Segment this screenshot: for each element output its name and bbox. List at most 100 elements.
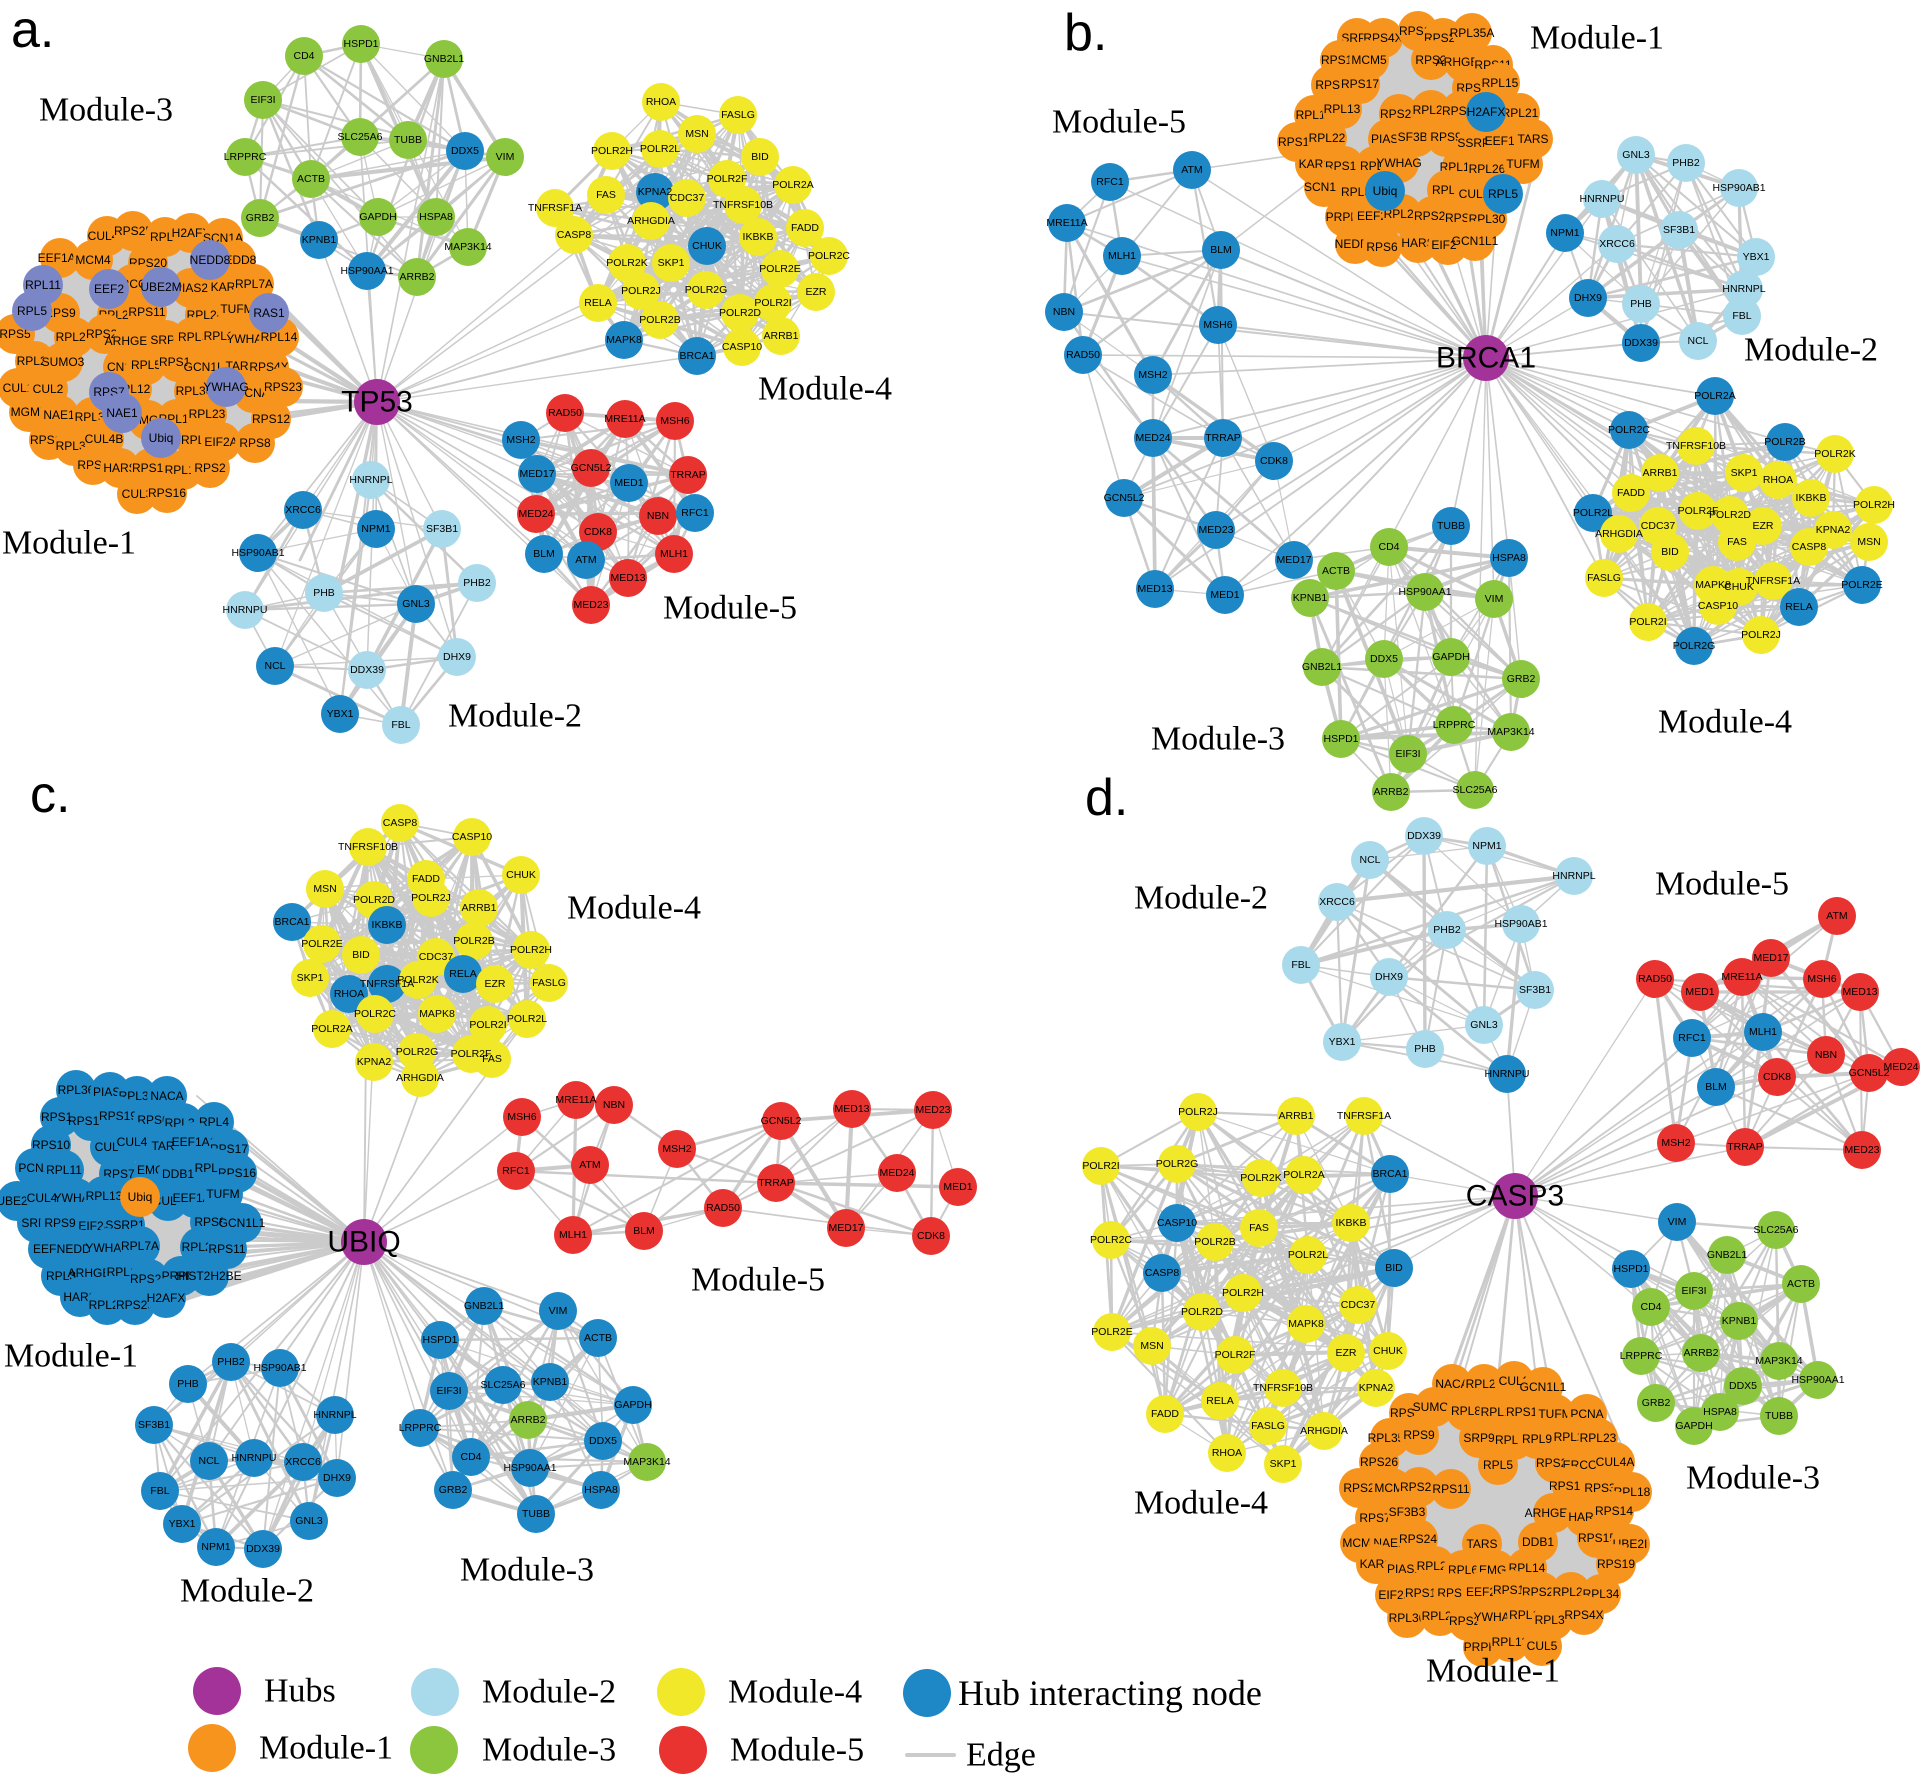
svg-text:DHX9: DHX9 bbox=[1574, 292, 1602, 304]
svg-text:YWHAG: YWHAG bbox=[1376, 156, 1421, 170]
svg-text:TUBB: TUBB bbox=[1437, 520, 1465, 532]
svg-text:POLR2K: POLR2K bbox=[397, 974, 438, 986]
svg-text:DDX39: DDX39 bbox=[350, 664, 384, 676]
svg-text:Edge: Edge bbox=[966, 1737, 1036, 1774]
svg-text:RHOA: RHOA bbox=[1763, 474, 1793, 486]
svg-text:XRCC6: XRCC6 bbox=[1599, 238, 1635, 250]
svg-text:MRE11A: MRE11A bbox=[1046, 217, 1087, 229]
svg-text:FAS: FAS bbox=[1249, 1222, 1269, 1234]
svg-text:SLC25A6: SLC25A6 bbox=[1754, 1224, 1799, 1236]
svg-text:HSP90AB1: HSP90AB1 bbox=[1712, 182, 1765, 194]
svg-text:EEF2: EEF2 bbox=[94, 282, 124, 296]
svg-text:DHX9: DHX9 bbox=[323, 1472, 351, 1484]
svg-text:Module-5: Module-5 bbox=[1655, 866, 1789, 903]
svg-text:MSH6: MSH6 bbox=[660, 415, 689, 427]
svg-text:DDB1: DDB1 bbox=[162, 1167, 194, 1181]
svg-text:RPL23: RPL23 bbox=[1384, 207, 1421, 221]
svg-text:H2AFX: H2AFX bbox=[147, 1291, 186, 1305]
svg-text:LRPPRC: LRPPRC bbox=[1433, 719, 1476, 731]
svg-text:YBX1: YBX1 bbox=[327, 708, 354, 720]
svg-text:EIF3I: EIF3I bbox=[250, 94, 275, 106]
svg-text:POLR2J: POLR2J bbox=[411, 892, 451, 904]
svg-text:NPM1: NPM1 bbox=[201, 1541, 230, 1553]
svg-text:MED1: MED1 bbox=[1210, 589, 1239, 601]
svg-text:Module-4: Module-4 bbox=[1658, 704, 1792, 741]
svg-text:TP53: TP53 bbox=[341, 386, 413, 419]
svg-text:HSP90AB1: HSP90AB1 bbox=[231, 547, 284, 559]
svg-text:HSPD1: HSPD1 bbox=[1323, 733, 1358, 745]
svg-text:CASP10: CASP10 bbox=[452, 831, 492, 843]
svg-text:FADD: FADD bbox=[791, 222, 819, 234]
svg-text:TARS: TARS bbox=[1466, 1537, 1497, 1551]
svg-text:RPL13: RPL13 bbox=[86, 1189, 123, 1203]
svg-text:MSH2: MSH2 bbox=[1138, 369, 1167, 381]
svg-text:DDX39: DDX39 bbox=[1407, 830, 1441, 842]
svg-text:RPL5: RPL5 bbox=[1483, 1458, 1513, 1472]
svg-text:CASP3: CASP3 bbox=[1466, 1180, 1564, 1213]
svg-text:MAPK8: MAPK8 bbox=[606, 334, 642, 346]
svg-text:RPS3: RPS3 bbox=[1584, 1481, 1616, 1495]
svg-text:CUL2: CUL2 bbox=[33, 382, 64, 396]
svg-text:MLH1: MLH1 bbox=[559, 1229, 587, 1241]
svg-text:SLC25A6: SLC25A6 bbox=[1453, 784, 1498, 796]
svg-text:RPS25: RPS25 bbox=[114, 224, 152, 238]
svg-text:FBL: FBL bbox=[1732, 310, 1751, 322]
svg-text:ATM: ATM bbox=[575, 554, 596, 566]
svg-text:EIF3I: EIF3I bbox=[1681, 1285, 1706, 1297]
svg-text:IKBKB: IKBKB bbox=[1336, 1217, 1367, 1229]
svg-text:CUL4A: CUL4A bbox=[1596, 1455, 1635, 1469]
svg-text:Module-5: Module-5 bbox=[691, 1262, 825, 1299]
svg-text:DHX9: DHX9 bbox=[1375, 971, 1403, 983]
svg-text:YBX1: YBX1 bbox=[1743, 251, 1770, 263]
svg-text:RPL30: RPL30 bbox=[1535, 1613, 1572, 1627]
svg-text:FASLG: FASLG bbox=[532, 977, 566, 989]
svg-text:RELA: RELA bbox=[584, 297, 611, 309]
svg-text:GNL3: GNL3 bbox=[1470, 1019, 1498, 1031]
svg-text:POLR2E: POLR2E bbox=[1091, 1326, 1132, 1338]
svg-text:POLR2L: POLR2L bbox=[507, 1013, 547, 1025]
svg-text:CUL2: CUL2 bbox=[1499, 1374, 1530, 1388]
svg-text:RPS5: RPS5 bbox=[0, 327, 31, 341]
svg-text:IKBKB: IKBKB bbox=[743, 231, 774, 243]
svg-text:RPL13: RPL13 bbox=[1492, 1635, 1529, 1649]
svg-text:RELA: RELA bbox=[1206, 1395, 1233, 1407]
svg-text:SUMO3: SUMO3 bbox=[42, 355, 85, 369]
svg-text:CASP10: CASP10 bbox=[722, 341, 762, 353]
svg-text:TNFRSF10B: TNFRSF10B bbox=[1666, 440, 1726, 452]
svg-text:MED23: MED23 bbox=[573, 599, 608, 611]
svg-text:MLH1: MLH1 bbox=[1749, 1026, 1777, 1038]
svg-text:POLR2D: POLR2D bbox=[1181, 1306, 1223, 1318]
svg-text:RPS2: RPS2 bbox=[194, 461, 226, 475]
svg-text:Module-3: Module-3 bbox=[482, 1732, 616, 1769]
svg-text:ARRB2: ARRB2 bbox=[1373, 786, 1408, 798]
svg-text:Module-5: Module-5 bbox=[1052, 104, 1186, 141]
svg-text:RPS8: RPS8 bbox=[194, 1215, 226, 1229]
svg-text:POLR2I: POLR2I bbox=[1629, 616, 1666, 628]
svg-text:HARS: HARS bbox=[103, 461, 136, 475]
svg-text:POLR2H: POLR2H bbox=[591, 145, 633, 157]
svg-text:Module-2: Module-2 bbox=[180, 1573, 314, 1610]
svg-text:POLR2F: POLR2F bbox=[451, 1048, 492, 1060]
svg-text:ARRB1: ARRB1 bbox=[461, 902, 496, 914]
svg-text:KPNA2: KPNA2 bbox=[357, 1056, 392, 1068]
svg-text:CASP8: CASP8 bbox=[557, 229, 592, 241]
svg-text:CASP8: CASP8 bbox=[1792, 541, 1827, 553]
svg-text:GNB2L1: GNB2L1 bbox=[424, 53, 464, 65]
svg-text:HSPD1: HSPD1 bbox=[1613, 1263, 1648, 1275]
svg-text:b.: b. bbox=[1064, 4, 1107, 62]
svg-text:MAP3K14: MAP3K14 bbox=[1755, 1355, 1802, 1367]
svg-text:RPL7A: RPL7A bbox=[121, 1239, 159, 1253]
svg-text:MED23: MED23 bbox=[1844, 1144, 1879, 1156]
svg-text:POLR2B: POLR2B bbox=[1764, 436, 1805, 448]
svg-text:RPS28: RPS28 bbox=[1380, 107, 1418, 121]
svg-text:SKP1: SKP1 bbox=[297, 972, 324, 984]
svg-text:PCNA: PCNA bbox=[1570, 1407, 1603, 1421]
svg-text:PHB: PHB bbox=[1630, 298, 1652, 310]
svg-text:POLR2D: POLR2D bbox=[719, 307, 761, 319]
svg-text:RPL7A: RPL7A bbox=[235, 277, 273, 291]
svg-text:SRP9: SRP9 bbox=[1463, 1431, 1495, 1445]
svg-text:RPS19: RPS19 bbox=[99, 1109, 137, 1123]
svg-text:RPS10: RPS10 bbox=[32, 1138, 70, 1152]
svg-text:RPL24: RPL24 bbox=[56, 330, 93, 344]
svg-text:POLR2E: POLR2E bbox=[1841, 579, 1882, 591]
